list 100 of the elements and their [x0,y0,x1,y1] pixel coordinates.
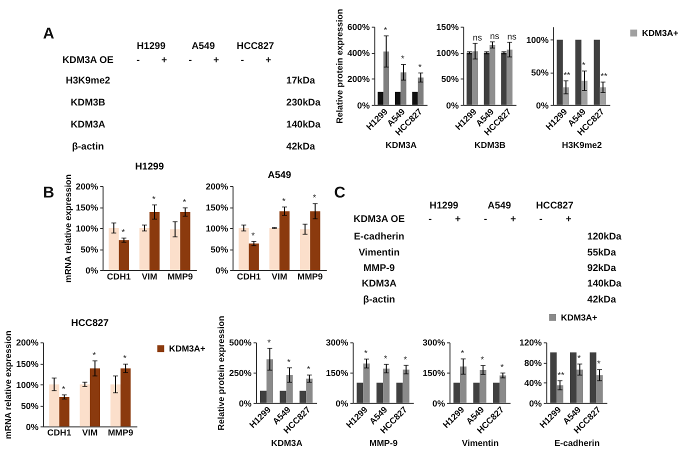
annotation: * [282,196,286,206]
bar [453,382,460,403]
annotation: * [597,358,602,369]
y-tick-label: 100% [206,223,228,234]
y-tick-label: 50% [21,400,39,411]
y-tick-label: 150% [76,202,98,212]
y-tick-label: 0% [432,398,446,408]
x-tick-label: VIM [82,428,98,438]
y-tick-label: 120% [519,338,542,348]
text: KDM3A OE [354,214,406,226]
y-tick-label: 100% [526,35,549,46]
y-tick-label: 150% [326,368,349,378]
annotation: * [182,196,187,207]
bar [300,229,310,270]
y-tick-label: 250% [229,368,252,378]
y-tick-label: 300% [422,338,446,348]
category-label: 55kDa [587,247,616,258]
annotation: * [460,348,465,358]
annotation: * [384,24,388,35]
bar [473,382,480,403]
bar [400,72,406,105]
text: + [566,214,572,226]
x-axis-title: KDM3A [386,140,418,150]
annotation: * [582,60,586,70]
bar [108,228,119,270]
annotation: * [123,353,128,364]
bar [118,240,129,270]
y-tick-label: 50% [80,244,98,254]
legend-label: KDM3A+ [642,28,678,38]
bar [363,364,370,403]
y-tick-label: 0% [238,398,252,408]
text: - [428,214,432,226]
x-axis-title: KDM3B [474,140,506,150]
bar [500,375,506,403]
bar [306,378,313,403]
y-tick-label: 100% [76,223,98,234]
bar [590,352,596,403]
bar [594,40,600,105]
bar [180,212,190,270]
y-tick-label: 0% [86,265,98,276]
annotation: ** [600,71,608,82]
y-tick-label: 0% [215,265,228,276]
y-tick-label: 200% [206,181,228,192]
y-tick-label: 0% [336,398,349,408]
category-label: 140kDa [286,120,321,131]
annotation: * [121,227,126,238]
category-label: KDM3A [70,120,106,131]
y-tick-label: 150% [16,358,39,369]
y-tick-label: 0% [446,100,459,110]
annotation: * [267,337,272,348]
y-tick-label: 100% [16,380,39,390]
text: B [42,184,54,202]
bar [575,40,582,105]
x-tick-label: MMP9 [167,271,193,282]
annotation: * [92,350,97,360]
bar [279,211,290,270]
bar [280,390,286,403]
bar [576,370,584,403]
bar [383,368,390,403]
bar [394,92,401,105]
x-axis-title: H3K9me2 [562,140,602,150]
category-label: β-actin [363,294,396,306]
bar [418,78,424,105]
annotation: * [480,354,485,365]
bar [80,384,90,426]
annotation: * [577,353,582,364]
bar [556,385,564,403]
annotation: * [384,353,388,364]
legend-label: KDM3A+ [560,312,598,322]
annotation: * [306,364,311,374]
annotation: ns [490,30,500,41]
bar [170,229,180,270]
y-tick-label: 0% [26,422,39,432]
x-tick-label: VIM [142,271,158,282]
x-tick-label: VIM [272,271,288,282]
y-tick-label: 80% [524,358,542,368]
annotation: * [418,62,422,72]
bar [396,382,403,403]
category-label: KDM3A [362,278,396,290]
y-tick-label: 200% [76,181,98,192]
x-axis-title: Vimentin [462,438,499,448]
y-tick-label: 400% [347,48,370,58]
annotation: * [404,354,408,364]
annotation: * [312,192,317,203]
bar [90,368,100,426]
y-tick-label: 100% [436,48,459,58]
y-tick-label: 200% [347,74,370,84]
x-axis-title: KDM3A [271,438,304,448]
category-label: 42kDa [587,294,616,306]
text: C [334,184,346,202]
category-label: HCC827 [536,200,574,212]
y-tick-label: 150% [206,202,228,212]
bar [383,51,390,105]
bar [110,384,121,426]
y-tick-label: 500% [229,338,252,348]
text: KDM3A OE [62,54,114,66]
y-tick-label: 50% [441,74,459,84]
y-axis-title: mRNA relative expression [3,330,14,440]
bar [260,390,267,403]
y-tick-label: 150% [422,368,446,378]
